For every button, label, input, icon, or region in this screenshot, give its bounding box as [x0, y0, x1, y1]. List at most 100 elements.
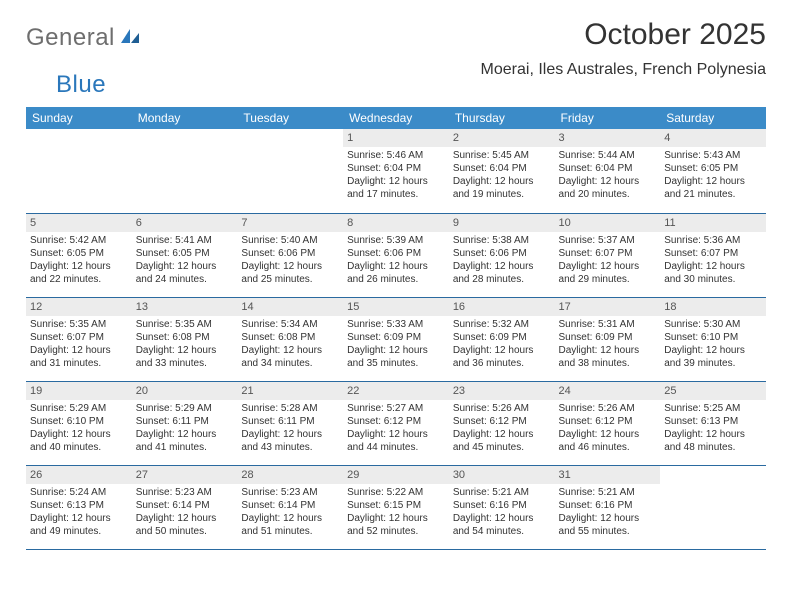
daylight-line: Daylight: 12 hours and 54 minutes.: [453, 512, 551, 538]
day-number: 25: [660, 382, 766, 400]
daylight-line: Daylight: 12 hours and 21 minutes.: [664, 175, 762, 201]
daylight-line: Daylight: 12 hours and 51 minutes.: [241, 512, 339, 538]
daylight-line: Daylight: 12 hours and 19 minutes.: [453, 175, 551, 201]
calendar-week-row: 19Sunrise: 5:29 AMSunset: 6:10 PMDayligh…: [26, 381, 766, 465]
day-number: 1: [343, 129, 449, 147]
sunset-line: Sunset: 6:12 PM: [453, 415, 551, 428]
sunrise-line: Sunrise: 5:25 AM: [664, 402, 762, 415]
calendar-day-cell: 4 Sunrise: 5:43 AMSunset: 6:05 PMDaylight…: [660, 129, 766, 213]
calendar-day-cell: 24 Sunrise: 5:26 AMSunset: 6:12 PMDayligh…: [555, 381, 661, 465]
day-number: 6: [132, 214, 238, 232]
calendar-day-cell: .: [132, 129, 238, 213]
day-number: 9: [449, 214, 555, 232]
calendar-week-row: 26Sunrise: 5:24 AMSunset: 6:13 PMDayligh…: [26, 465, 766, 549]
calendar-day-cell: 29Sunrise: 5:22 AMSunset: 6:15 PMDayligh…: [343, 465, 449, 549]
calendar-day-cell: 9Sunrise: 5:38 AMSunset: 6:06 PMDaylight…: [449, 213, 555, 297]
daylight-line: Daylight: 12 hours and 20 minutes.: [559, 175, 657, 201]
sunrise-line: Sunrise: 5:29 AM: [136, 402, 234, 415]
day-number: 16: [449, 298, 555, 316]
sunrise-line: Sunrise: 5:21 AM: [453, 486, 551, 499]
calendar-day-cell: 27Sunrise: 5:23 AMSunset: 6:14 PMDayligh…: [132, 465, 238, 549]
sunset-line: Sunset: 6:06 PM: [453, 247, 551, 260]
sunrise-line: Sunrise: 5:36 AM: [664, 234, 762, 247]
sunrise-line: Sunrise: 5:43 AM: [664, 149, 762, 162]
sunrise-line: Sunrise: 5:39 AM: [347, 234, 445, 247]
calendar-day-cell: 31Sunrise: 5:21 AMSunset: 6:16 PMDayligh…: [555, 465, 661, 549]
sunrise-line: Sunrise: 5:23 AM: [136, 486, 234, 499]
sunrise-line: Sunrise: 5:26 AM: [559, 402, 657, 415]
sunrise-line: Sunrise: 5:44 AM: [559, 149, 657, 162]
sunset-line: Sunset: 6:08 PM: [136, 331, 234, 344]
sunset-line: Sunset: 6:16 PM: [453, 499, 551, 512]
day-number: 19: [26, 382, 132, 400]
day-number: 2: [449, 129, 555, 147]
daylight-line: Daylight: 12 hours and 49 minutes.: [30, 512, 128, 538]
sunset-line: Sunset: 6:13 PM: [664, 415, 762, 428]
sunrise-line: Sunrise: 5:33 AM: [347, 318, 445, 331]
daylight-line: Daylight: 12 hours and 43 minutes.: [241, 428, 339, 454]
weekday-header: Monday: [132, 107, 238, 129]
daylight-line: Daylight: 12 hours and 28 minutes.: [453, 260, 551, 286]
daylight-line: Daylight: 12 hours and 24 minutes.: [136, 260, 234, 286]
sunset-line: Sunset: 6:11 PM: [241, 415, 339, 428]
calendar-week-row: ...1Sunrise: 5:46 AMSunset: 6:04 PMDayli…: [26, 129, 766, 213]
sunset-line: Sunset: 6:05 PM: [664, 162, 762, 175]
weekday-header-row: Sunday Monday Tuesday Wednesday Thursday…: [26, 107, 766, 129]
sunrise-line: Sunrise: 5:41 AM: [136, 234, 234, 247]
weekday-header: Wednesday: [343, 107, 449, 129]
day-number: 8: [343, 214, 449, 232]
sunset-line: Sunset: 6:07 PM: [30, 331, 128, 344]
day-number: 3: [555, 129, 661, 147]
sunrise-line: Sunrise: 5:32 AM: [453, 318, 551, 331]
calendar-day-cell: 30Sunrise: 5:21 AMSunset: 6:16 PMDayligh…: [449, 465, 555, 549]
day-number: 23: [449, 382, 555, 400]
daylight-line: Daylight: 12 hours and 29 minutes.: [559, 260, 657, 286]
calendar-day-cell: 13Sunrise: 5:35 AMSunset: 6:08 PMDayligh…: [132, 297, 238, 381]
calendar-day-cell: 8Sunrise: 5:39 AMSunset: 6:06 PMDaylight…: [343, 213, 449, 297]
sunrise-line: Sunrise: 5:23 AM: [241, 486, 339, 499]
daylight-line: Daylight: 12 hours and 46 minutes.: [559, 428, 657, 454]
calendar-week-row: 5Sunrise: 5:42 AMSunset: 6:05 PMDaylight…: [26, 213, 766, 297]
weekday-header: Thursday: [449, 107, 555, 129]
day-number: 17: [555, 298, 661, 316]
daylight-line: Daylight: 12 hours and 48 minutes.: [664, 428, 762, 454]
calendar-day-cell: 20Sunrise: 5:29 AMSunset: 6:11 PMDayligh…: [132, 381, 238, 465]
sunrise-line: Sunrise: 5:40 AM: [241, 234, 339, 247]
sunrise-line: Sunrise: 5:45 AM: [453, 149, 551, 162]
daylight-line: Daylight: 12 hours and 30 minutes.: [664, 260, 762, 286]
day-number: 4: [660, 129, 766, 147]
sunrise-line: Sunrise: 5:28 AM: [241, 402, 339, 415]
daylight-line: Daylight: 12 hours and 34 minutes.: [241, 344, 339, 370]
calendar-day-cell: 22Sunrise: 5:27 AMSunset: 6:12 PMDayligh…: [343, 381, 449, 465]
day-number: 12: [26, 298, 132, 316]
day-number: 29: [343, 466, 449, 484]
daylight-line: Daylight: 12 hours and 41 minutes.: [136, 428, 234, 454]
daylight-line: Daylight: 12 hours and 35 minutes.: [347, 344, 445, 370]
day-number: 21: [237, 382, 343, 400]
calendar-day-cell: 2Sunrise: 5:45 AMSunset: 6:04 PMDaylight…: [449, 129, 555, 213]
day-number: 13: [132, 298, 238, 316]
sunset-line: Sunset: 6:12 PM: [559, 415, 657, 428]
brand-name-gray: General: [26, 24, 115, 52]
day-number: 10: [555, 214, 661, 232]
daylight-line: Daylight: 12 hours and 26 minutes.: [347, 260, 445, 286]
sunrise-line: Sunrise: 5:29 AM: [30, 402, 128, 415]
day-number: 26: [26, 466, 132, 484]
page-title: October 2025: [481, 18, 766, 51]
daylight-line: Daylight: 12 hours and 39 minutes.: [664, 344, 762, 370]
sunset-line: Sunset: 6:07 PM: [664, 247, 762, 260]
sunset-line: Sunset: 6:10 PM: [30, 415, 128, 428]
sunrise-line: Sunrise: 5:31 AM: [559, 318, 657, 331]
day-number: 15: [343, 298, 449, 316]
weekday-header: Friday: [555, 107, 661, 129]
brand-sail-icon: [119, 27, 141, 50]
calendar-day-cell: 12Sunrise: 5:35 AMSunset: 6:07 PMDayligh…: [26, 297, 132, 381]
sunset-line: Sunset: 6:13 PM: [30, 499, 128, 512]
calendar-day-cell: 17Sunrise: 5:31 AMSunset: 6:09 PMDayligh…: [555, 297, 661, 381]
daylight-line: Daylight: 12 hours and 52 minutes.: [347, 512, 445, 538]
calendar-day-cell: 23Sunrise: 5:26 AMSunset: 6:12 PMDayligh…: [449, 381, 555, 465]
sunrise-line: Sunrise: 5:35 AM: [30, 318, 128, 331]
day-number: 24: [555, 382, 661, 400]
daylight-line: Daylight: 12 hours and 17 minutes.: [347, 175, 445, 201]
day-number: 22: [343, 382, 449, 400]
